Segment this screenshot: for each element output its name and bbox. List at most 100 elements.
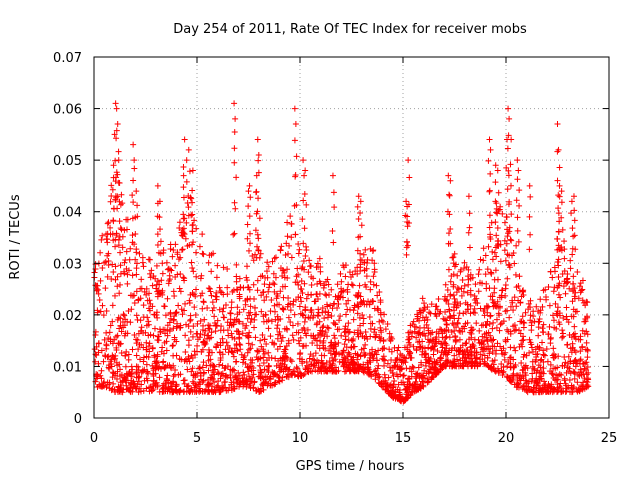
data-point <box>351 304 358 311</box>
data-point <box>265 349 272 356</box>
data-point <box>110 174 117 181</box>
data-point <box>213 289 220 296</box>
data-point <box>260 360 267 367</box>
data-point <box>135 367 142 374</box>
data-point <box>367 351 374 358</box>
data-point <box>520 366 527 373</box>
data-point <box>583 339 590 346</box>
data-point <box>509 299 516 306</box>
data-point <box>290 336 297 343</box>
data-point <box>496 312 503 319</box>
data-point <box>572 349 579 356</box>
data-point <box>567 265 574 272</box>
data-point <box>222 373 229 380</box>
data-point <box>493 209 500 216</box>
data-point <box>153 285 160 292</box>
data-point <box>102 285 109 292</box>
data-point <box>169 253 176 260</box>
data-point <box>528 378 535 385</box>
data-point <box>220 384 227 391</box>
data-point <box>453 347 460 354</box>
data-point <box>484 309 491 316</box>
data-point <box>482 271 489 278</box>
data-point <box>459 328 466 335</box>
data-point <box>156 214 163 221</box>
data-point <box>441 347 448 354</box>
data-point <box>556 193 563 200</box>
data-point <box>281 269 288 276</box>
data-point <box>179 311 186 318</box>
data-point <box>124 385 131 392</box>
data-point <box>247 303 254 310</box>
data-point <box>160 247 167 254</box>
data-point <box>529 348 536 355</box>
data-point <box>233 273 240 280</box>
data-point <box>474 359 481 366</box>
data-point <box>555 205 562 212</box>
data-point <box>303 201 310 208</box>
data-point <box>199 305 206 312</box>
data-point <box>134 202 141 209</box>
data-point <box>363 273 370 280</box>
data-point <box>188 259 195 266</box>
data-point <box>514 157 521 164</box>
data-point <box>332 356 339 363</box>
data-point <box>182 235 189 242</box>
data-point <box>177 254 184 261</box>
data-point <box>196 365 203 372</box>
data-point <box>149 282 156 289</box>
data-point <box>549 389 556 396</box>
data-point <box>340 363 347 370</box>
data-point <box>152 275 159 282</box>
data-point <box>505 201 512 208</box>
data-point <box>185 146 192 153</box>
data-point <box>557 380 564 387</box>
data-point <box>183 219 190 226</box>
data-point <box>545 331 552 338</box>
data-point <box>270 270 277 277</box>
data-point <box>199 388 206 395</box>
data-point <box>234 311 241 318</box>
data-point <box>568 334 575 341</box>
data-point <box>312 350 319 357</box>
data-point <box>129 232 136 239</box>
data-point <box>264 259 271 266</box>
data-point <box>299 360 306 367</box>
data-point <box>205 325 212 332</box>
data-point <box>157 238 164 245</box>
data-point <box>358 222 365 229</box>
data-point <box>95 360 102 367</box>
data-point <box>410 364 417 371</box>
data-point <box>272 380 279 387</box>
data-point <box>428 301 435 308</box>
data-point <box>118 191 125 198</box>
data-point <box>301 225 308 232</box>
data-point <box>274 372 281 379</box>
data-point <box>146 256 153 263</box>
data-point <box>554 376 561 383</box>
data-point <box>129 192 136 199</box>
data-point <box>284 371 291 378</box>
data-point <box>474 300 481 307</box>
data-point <box>305 269 312 276</box>
data-point <box>362 341 369 348</box>
data-point <box>154 353 161 360</box>
data-point <box>340 347 347 354</box>
data-point <box>462 299 469 306</box>
data-point <box>238 351 245 358</box>
data-point <box>113 375 120 382</box>
data-point <box>288 220 295 227</box>
data-point <box>555 228 562 235</box>
data-point <box>309 314 316 321</box>
data-point <box>303 295 310 302</box>
data-point <box>293 153 300 160</box>
data-point <box>355 193 362 200</box>
data-point <box>193 249 200 256</box>
data-point <box>260 354 267 361</box>
data-point <box>171 292 178 299</box>
data-point <box>558 247 565 254</box>
data-point <box>492 198 499 205</box>
data-point <box>314 368 321 375</box>
data-point <box>511 344 518 351</box>
data-point <box>551 324 558 331</box>
